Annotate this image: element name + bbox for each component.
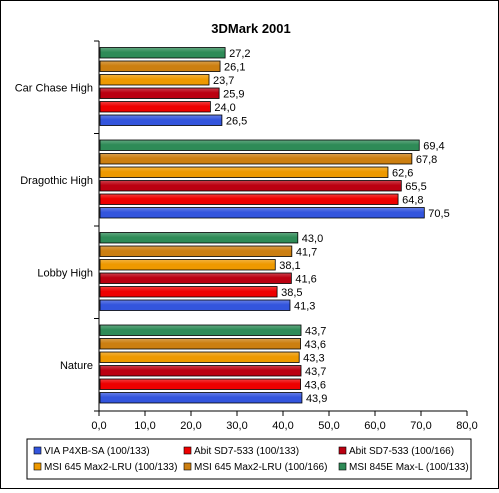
legend-swatch: [33, 462, 42, 471]
x-tick-label: 70,0: [410, 420, 431, 432]
x-tick-label: 0,0: [91, 420, 106, 432]
legend-swatch: [183, 446, 192, 455]
legend-label: MSI 645 Max2-LRU (100/133): [44, 462, 177, 473]
bar: [99, 286, 278, 298]
bar-value-label: 38,5: [281, 287, 302, 299]
bar-value-label: 26,5: [226, 116, 247, 128]
bar-value-label: 43,0: [302, 233, 323, 245]
bar: [99, 114, 223, 126]
bar-value-label: 43,3: [303, 353, 324, 365]
bar: [99, 87, 220, 99]
legend-label: Abit SD7-533 (100/166): [349, 446, 454, 457]
x-tick-label: 20,0: [180, 420, 201, 432]
category-label: Car Chase High: [15, 82, 93, 94]
bar-value-label: 70,5: [428, 208, 449, 220]
bar: [99, 207, 425, 219]
x-tick-label: 10,0: [134, 420, 155, 432]
x-tick-label: 50,0: [318, 420, 339, 432]
category-label: Lobby High: [37, 267, 93, 279]
bar-value-label: 23,7: [213, 75, 234, 87]
bar: [99, 47, 226, 59]
bar-value-label: 41,7: [296, 247, 317, 259]
x-tick-label: 40,0: [272, 420, 293, 432]
legend-swatch: [338, 446, 347, 455]
legend-box: [26, 438, 472, 480]
bar: [99, 180, 402, 192]
bar: [99, 351, 300, 363]
bar: [99, 166, 389, 178]
bar: [99, 74, 210, 86]
legend-swatch: [338, 462, 347, 471]
bar: [99, 245, 293, 257]
bar: [99, 324, 302, 336]
x-tick-label: 60,0: [364, 420, 385, 432]
bar-value-label: 65,5: [405, 181, 426, 193]
bar: [99, 259, 276, 271]
bar-value-label: 43,9: [306, 393, 327, 405]
legend: VIA P4XB-SA (100/133) Abit SD7-533 (100/1…: [26, 438, 472, 480]
bar: [99, 378, 301, 390]
legend-label: MSI 845E Max-L (100/133): [349, 462, 469, 473]
bar: [99, 392, 303, 404]
bar-value-label: 41,3: [294, 301, 315, 313]
bar-value-label: 26,1: [224, 62, 245, 74]
bar-value-label: 69,4: [423, 141, 444, 153]
bar-value-label: 41,6: [295, 274, 316, 286]
bar-value-label: 43,7: [305, 366, 326, 378]
bar-value-label: 24,0: [214, 102, 235, 114]
bar-value-label: 62,6: [392, 168, 413, 180]
bar-value-label: 43,6: [305, 339, 326, 351]
bar: [99, 101, 211, 113]
bar-value-label: 27,2: [229, 48, 250, 60]
bar-value-label: 64,8: [402, 195, 423, 207]
chart-title: 3DMark 2001: [211, 21, 291, 36]
plot-area: 0,0 10,0 20,0 30,0 40,0 50,0 60,0 70,0 80,0 Natur…: [15, 40, 478, 432]
legend-label: VIA P4XB-SA (100/133): [44, 446, 150, 457]
bar: [99, 153, 413, 165]
bar: [99, 232, 299, 244]
bar-value-label: 43,6: [305, 380, 326, 392]
bar: [99, 193, 399, 205]
bar: [99, 272, 292, 284]
legend-swatch: [33, 446, 42, 455]
legend-label: MSI 645 Max2-LRU (100/166): [194, 462, 327, 473]
bar: [99, 299, 291, 311]
bar-value-label: 67,8: [416, 154, 437, 166]
bar: [99, 338, 301, 350]
legend-swatch: [183, 462, 192, 471]
bar-value-label: 38,1: [279, 260, 300, 272]
bar-value-label: 25,9: [223, 89, 244, 101]
bar: [99, 60, 221, 72]
legend-label: Abit SD7-533 (100/133): [194, 446, 299, 457]
category-label: Dragothic High: [20, 175, 93, 187]
bar-value-label: 43,7: [305, 326, 326, 338]
x-tick-label: 30,0: [226, 420, 247, 432]
bar: [99, 365, 302, 377]
bar: [99, 139, 420, 151]
category-label: Nature: [60, 360, 93, 372]
x-tick-label: 80,0: [456, 420, 477, 432]
